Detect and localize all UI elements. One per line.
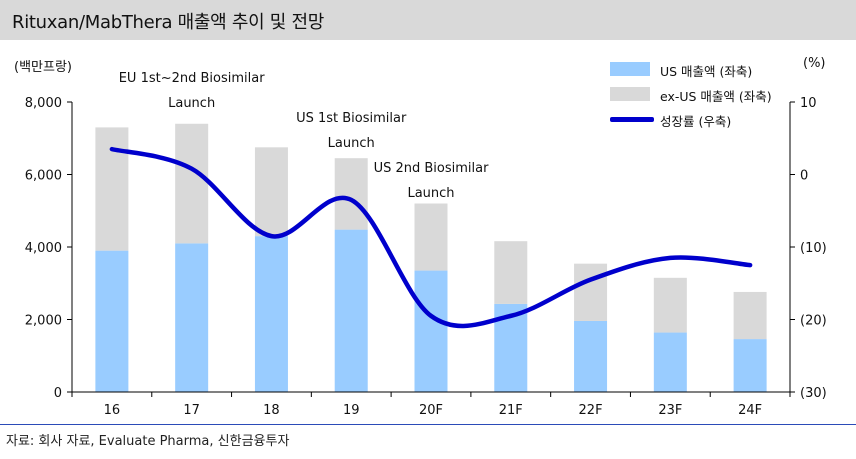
footer-rule bbox=[0, 424, 856, 425]
bar-exus bbox=[733, 291, 767, 340]
left-tick-label: 4,000 bbox=[25, 241, 62, 256]
x-tick-label: 16 bbox=[104, 403, 121, 418]
x-tick-label: 21F bbox=[499, 403, 523, 418]
left-tick-label: 2,000 bbox=[25, 314, 62, 329]
x-tick-label: 19 bbox=[343, 403, 360, 418]
bar-us bbox=[574, 320, 608, 392]
right-tick-label: (20) bbox=[800, 314, 827, 329]
legend-swatch-us bbox=[610, 62, 650, 76]
legend-label-exus: ex-US 매출액 (좌축) bbox=[660, 89, 772, 104]
annotation-label: US 1st Biosimilar Launch bbox=[251, 106, 451, 156]
source-note: 자료: 회사 자료, Evaluate Pharma, 신한금융투자 bbox=[6, 434, 290, 449]
bar-exus bbox=[653, 277, 687, 333]
annotation-label: EU 1st~2nd Biosimilar Launch bbox=[92, 66, 292, 116]
bar-us bbox=[175, 243, 209, 392]
bar-exus bbox=[95, 127, 129, 251]
legend-swatch-growth bbox=[610, 117, 654, 122]
bar-us bbox=[414, 270, 448, 392]
bar-exus bbox=[175, 123, 209, 244]
legend-swatch-exus bbox=[610, 87, 650, 101]
bar-exus bbox=[574, 263, 608, 321]
bar-exus bbox=[254, 147, 288, 237]
bar-us bbox=[254, 236, 288, 392]
legend-label-growth: 성장률 (우축) bbox=[660, 114, 732, 129]
left-axis-unit: (백만프랑) bbox=[14, 60, 72, 75]
bar-us bbox=[95, 250, 129, 392]
x-tick-label: 23F bbox=[658, 403, 682, 418]
x-tick-label: 20F bbox=[419, 403, 443, 418]
bar-us bbox=[334, 229, 368, 392]
annotation-line: EU 1st~2nd Biosimilar bbox=[118, 71, 265, 86]
x-tick-label: 22F bbox=[579, 403, 603, 418]
right-axis-unit: (%) bbox=[803, 56, 826, 71]
right-tick-label: 10 bbox=[800, 96, 817, 111]
bar-exus bbox=[414, 203, 448, 271]
annotation-line: US 2nd Biosimilar bbox=[373, 161, 489, 176]
right-tick-label: (30) bbox=[800, 386, 827, 401]
annotation-line: Launch bbox=[168, 96, 216, 111]
annotation-line: Launch bbox=[407, 186, 455, 201]
bar-exus bbox=[494, 241, 528, 304]
annotation-line: Launch bbox=[327, 136, 375, 151]
left-tick-label: 8,000 bbox=[25, 96, 62, 111]
annotation-line: US 1st Biosimilar bbox=[296, 111, 407, 126]
x-tick-label: 17 bbox=[183, 403, 200, 418]
bar-us bbox=[653, 332, 687, 392]
annotation-label: US 2nd Biosimilar Launch bbox=[331, 156, 531, 206]
right-tick-label: 0 bbox=[800, 169, 808, 184]
left-tick-label: 0 bbox=[54, 386, 62, 401]
right-tick-label: (10) bbox=[800, 241, 827, 256]
left-tick-label: 6,000 bbox=[25, 169, 62, 184]
legend-label-us: US 매출액 (좌축) bbox=[660, 64, 753, 79]
x-tick-label: 18 bbox=[263, 403, 280, 418]
bar-exus bbox=[334, 158, 368, 230]
growth-line bbox=[109, 146, 753, 329]
title-bar bbox=[0, 0, 856, 40]
chart-title: Rituxan/MabThera 매출액 추이 및 전망 bbox=[12, 12, 324, 33]
bar-us bbox=[733, 339, 767, 392]
x-tick-label: 24F bbox=[738, 403, 762, 418]
